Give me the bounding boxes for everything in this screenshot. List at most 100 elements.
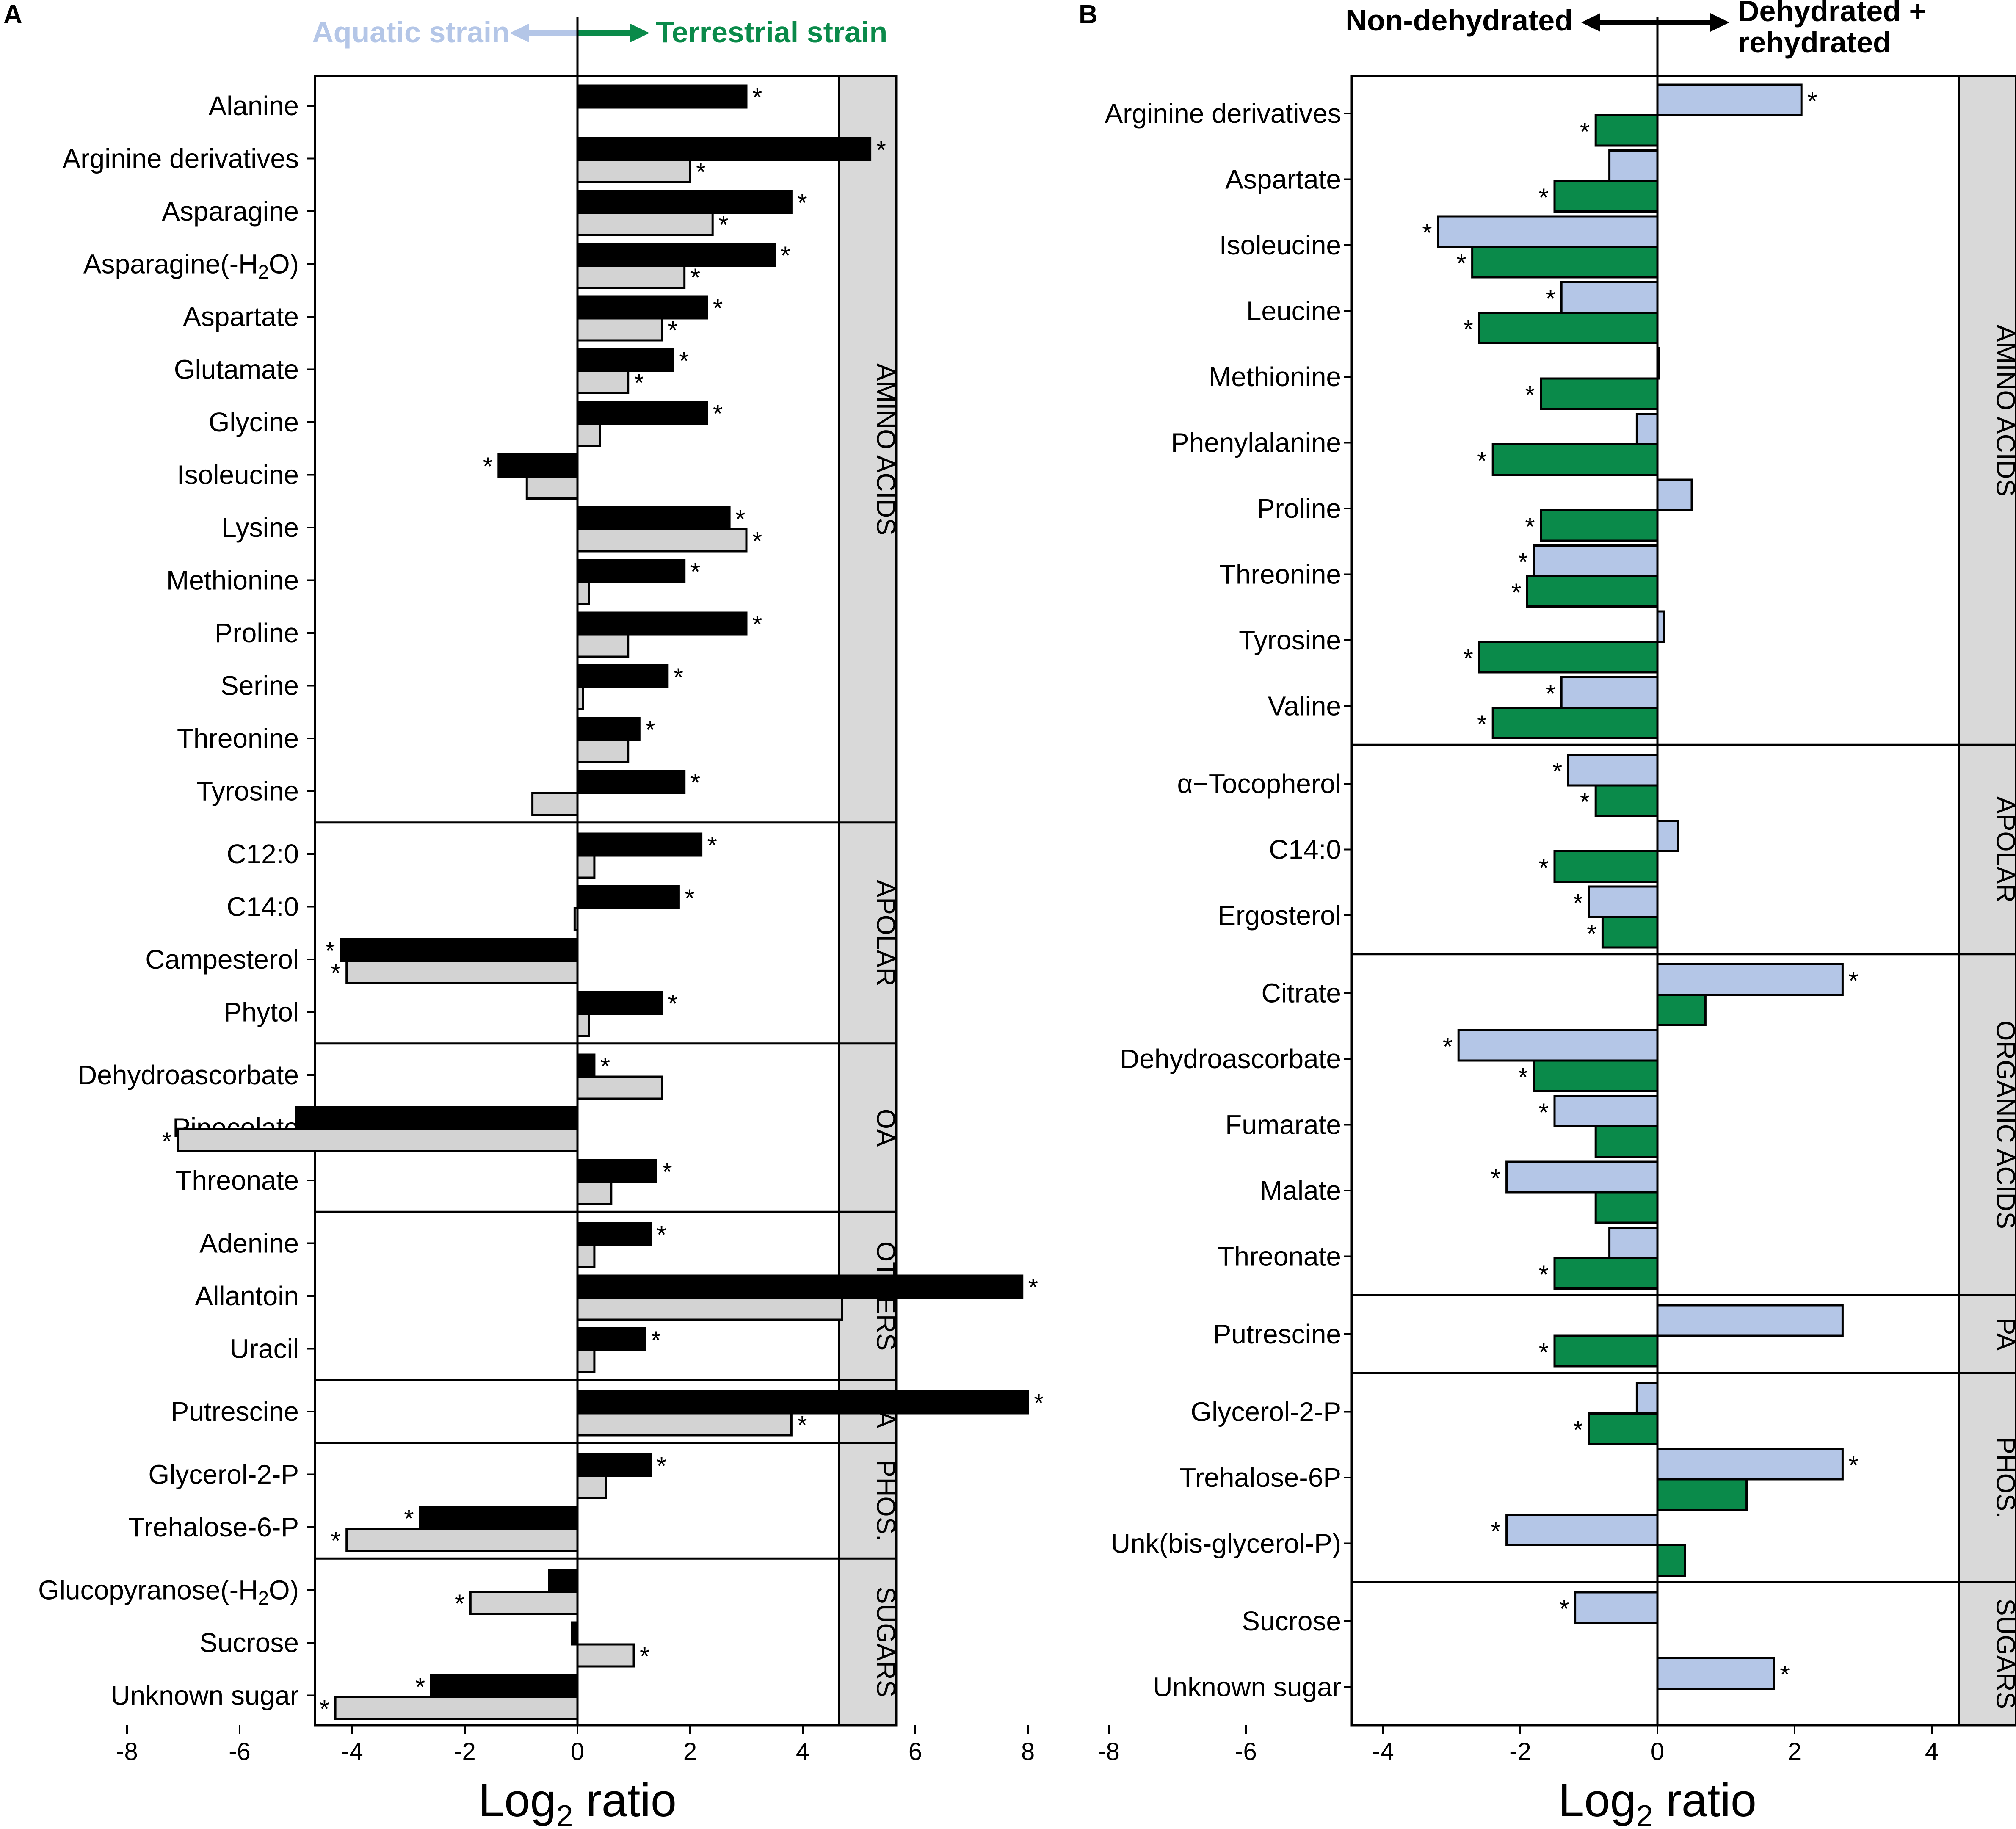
category-label: Sucrose	[1242, 1606, 1341, 1636]
bar-asparagine-s1	[576, 212, 714, 236]
significance-marker: *	[1573, 889, 1583, 917]
bar-dehydroascorbate-s0	[1457, 1029, 1659, 1062]
bar-leucine-s0	[1560, 281, 1659, 314]
bar-leucine-s1	[1478, 312, 1659, 344]
bar-lysine-s1	[576, 528, 748, 553]
bar-alanine-s0	[576, 84, 748, 109]
significance-marker: *	[1546, 285, 1555, 313]
bar-isoleucine-s0	[1437, 215, 1659, 248]
bar-phenylalanine-s0	[1635, 413, 1659, 445]
category-label: Isoleucine	[1219, 230, 1341, 260]
category-label: Adenine	[199, 1228, 299, 1259]
significance-marker: *	[1034, 1389, 1044, 1417]
bar-trehalose-6-p-s1	[345, 1528, 579, 1552]
facet-strip-label: APOLAR	[871, 880, 900, 986]
bar-glycerol-2-p-s1	[576, 1475, 607, 1499]
bar-asparagine-s0	[576, 190, 793, 214]
category-label: C14:0	[226, 892, 299, 922]
category-label: Unknown sugar	[110, 1680, 299, 1711]
facet-strip-label: PA	[871, 1395, 900, 1428]
bar-adenine-s0	[576, 1222, 652, 1246]
significance-marker: *	[657, 1452, 666, 1480]
bar-trehalose-6-p-s0	[419, 1506, 579, 1530]
significance-marker: *	[404, 1505, 414, 1533]
facet-strip-label: ORGANIC ACIDS	[1991, 1020, 2016, 1229]
bar-tyrosine-s0	[576, 770, 686, 794]
significance-marker: *	[1807, 87, 1817, 116]
significance-marker: *	[713, 294, 723, 323]
bar-unknown-sugar-s1	[334, 1696, 579, 1720]
category-label: Campesterol	[145, 944, 299, 975]
bar-threonine-s1	[576, 739, 630, 763]
bar-arginine-derivatives-s1	[1594, 114, 1659, 147]
header-right-arrowhead	[1710, 13, 1729, 32]
facet-strip-label: AMINO ACIDS	[1991, 324, 2016, 497]
significance-marker: *	[1780, 1660, 1790, 1689]
category-label: Serine	[221, 671, 299, 701]
facet-strip-label: OA	[871, 1109, 900, 1147]
category-label: Malate	[1260, 1175, 1341, 1206]
x-tick-label: 6	[909, 1738, 922, 1765]
x-axis-title: Log2 ratio	[478, 1774, 677, 1829]
panel-letter: A	[3, 0, 22, 29]
bar-allantoin-s1	[576, 1296, 843, 1321]
significance-marker: *	[600, 1053, 610, 1081]
category-label: Trehalose-6-P	[128, 1512, 299, 1542]
significance-marker: *	[651, 1326, 661, 1354]
header-right-arrowhead	[630, 24, 649, 42]
significance-marker: *	[1518, 1063, 1528, 1091]
significance-marker: *	[1456, 249, 1466, 278]
significance-marker: *	[713, 400, 723, 428]
significance-marker: *	[1511, 578, 1521, 607]
category-label: Allantoin	[195, 1281, 299, 1311]
bar-asparagine-h-s0	[576, 243, 776, 267]
bar-glucopyranose-h-s0	[548, 1569, 579, 1593]
category-label: Threonine	[1219, 559, 1341, 590]
bar-serine-s0	[576, 664, 669, 688]
bar-phytol-s0	[576, 991, 663, 1015]
bar-c14-0-s0	[1656, 820, 1679, 852]
bar-dehydroascorbate-s1	[576, 1075, 663, 1100]
panel-letter: B	[1079, 0, 1098, 29]
bar-valine-s1	[1491, 707, 1659, 739]
category-label: Lysine	[221, 512, 299, 543]
x-tick-label: 8	[1021, 1738, 1035, 1765]
bar-glycine-s0	[576, 401, 708, 425]
bar-threonine-s0	[576, 717, 641, 741]
category-label: Proline	[215, 618, 299, 648]
x-tick-label: 4	[796, 1738, 809, 1765]
bar-pipecolate-s0	[295, 1106, 579, 1130]
bar-uracil-s1	[576, 1349, 596, 1373]
bar-methionine-s0	[576, 559, 686, 583]
significance-marker: *	[1463, 315, 1473, 343]
significance-marker: *	[1028, 1274, 1038, 1302]
bar-threonate-s1	[576, 1181, 613, 1205]
category-label: Threonine	[177, 723, 299, 754]
x-tick-label: -8	[116, 1738, 138, 1765]
category-label: Tyrosine	[196, 776, 299, 807]
bar-trehalose-6p-s1	[1656, 1478, 1748, 1511]
bar-threonate-s0	[1608, 1227, 1659, 1259]
bar-threonine-s1	[1526, 575, 1659, 608]
bar-glycerol-2-p-s0	[576, 1453, 652, 1477]
category-label: Glycerol-2-P	[1190, 1397, 1341, 1427]
bar-c14-0-s0	[576, 885, 680, 909]
bar-methionine-s1	[1540, 377, 1659, 410]
x-tick-label: -8	[1098, 1738, 1120, 1765]
category-label: Valine	[1268, 691, 1341, 721]
category-label: C14:0	[1269, 834, 1341, 865]
bar-fumarate-s0	[1553, 1095, 1659, 1127]
significance-marker: *	[876, 136, 886, 164]
bar-methionine-s1	[576, 581, 590, 605]
significance-marker: *	[696, 158, 706, 186]
significance-marker: *	[640, 1642, 649, 1671]
bar-isoleucine-s0	[497, 453, 579, 478]
facet-strip-label: PHOS.	[871, 1460, 900, 1542]
category-label: Methionine	[166, 565, 299, 596]
category-label: Putrescine	[171, 1396, 299, 1427]
facet-strip-label: SUGARS	[871, 1586, 900, 1697]
bar-phytol-s1	[576, 1013, 590, 1037]
significance-marker: *	[1477, 710, 1487, 738]
bar-dehydroascorbate-s1	[1533, 1059, 1659, 1092]
